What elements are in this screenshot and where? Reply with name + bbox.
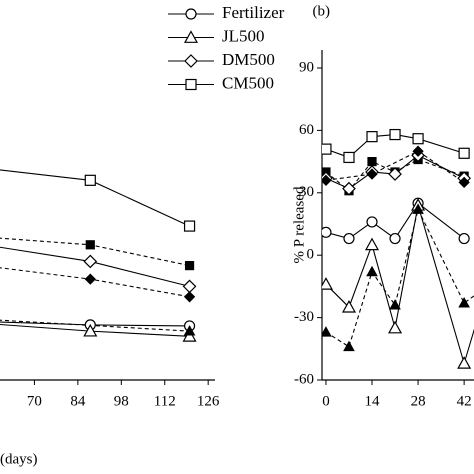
marker xyxy=(458,147,470,159)
marker xyxy=(367,157,377,167)
marker xyxy=(412,145,424,157)
marker xyxy=(322,143,332,155)
marker xyxy=(341,299,356,313)
y-tick-label: 0 xyxy=(307,247,315,263)
marker xyxy=(184,54,198,68)
marker xyxy=(182,279,197,294)
marker xyxy=(322,226,332,238)
legend-text: CM500 xyxy=(222,73,274,92)
marker xyxy=(458,297,470,308)
y-tick-label: -30 xyxy=(294,309,314,325)
x-tick-label: 28 xyxy=(411,393,426,409)
x-tick-label: 14 xyxy=(365,393,381,409)
marker xyxy=(343,340,355,352)
marker xyxy=(412,203,424,214)
legend-text: DM500 xyxy=(222,50,275,69)
marker xyxy=(322,277,333,290)
plot-area xyxy=(0,169,197,342)
marker xyxy=(185,8,197,20)
x-tick-label: 0 xyxy=(322,393,330,409)
marker xyxy=(322,174,332,186)
marker xyxy=(412,133,424,145)
x-tick-label: 98 xyxy=(114,393,129,409)
series-line xyxy=(0,246,190,287)
legend-text: Fertilizer xyxy=(222,3,285,22)
marker xyxy=(343,151,355,164)
marker xyxy=(388,320,403,334)
panel-label: (b) xyxy=(313,3,331,19)
plot-area xyxy=(322,128,474,369)
marker xyxy=(184,261,195,271)
x-tick-label: 126 xyxy=(197,393,220,409)
legend-item: DM500 xyxy=(168,50,275,69)
marker xyxy=(458,232,470,245)
marker xyxy=(366,216,378,228)
marker xyxy=(342,181,356,196)
legend-item: Fertilizer xyxy=(168,3,285,22)
marker xyxy=(183,30,199,43)
marker xyxy=(83,254,98,269)
marker xyxy=(183,291,196,303)
marker xyxy=(343,232,355,245)
y-tick-label: -60 xyxy=(294,371,314,387)
legend-item: CM500 xyxy=(168,73,274,92)
x-tick-label: 112 xyxy=(154,393,176,409)
x-tick-label: 42 xyxy=(457,393,472,409)
legend-item: JL500 xyxy=(168,26,265,45)
marker xyxy=(389,232,401,245)
marker xyxy=(183,325,196,336)
y-tick-label: 90 xyxy=(299,59,314,75)
marker xyxy=(85,240,95,250)
marker xyxy=(457,356,472,369)
marker xyxy=(182,329,197,342)
marker xyxy=(389,128,401,141)
x-tick-label: 84 xyxy=(70,393,86,409)
marker xyxy=(389,299,401,310)
x-tick-label: 70 xyxy=(27,393,42,409)
marker xyxy=(388,167,402,181)
marker xyxy=(366,168,378,180)
marker xyxy=(84,174,96,186)
x-axis-label: (days) xyxy=(0,451,38,467)
series-line xyxy=(325,150,465,183)
y-axis-label: % P released xyxy=(291,186,307,263)
marker xyxy=(322,326,332,337)
series-line xyxy=(0,267,190,298)
y-tick-label: 60 xyxy=(299,122,314,138)
marker xyxy=(185,78,197,91)
legend-text: JL500 xyxy=(222,26,265,45)
marker xyxy=(458,176,470,189)
marker xyxy=(183,220,196,232)
y-tick-label: 30 xyxy=(299,184,314,200)
marker xyxy=(366,131,378,143)
marker xyxy=(366,265,378,277)
marker xyxy=(84,273,96,285)
marker xyxy=(364,237,380,251)
marker xyxy=(83,323,98,337)
